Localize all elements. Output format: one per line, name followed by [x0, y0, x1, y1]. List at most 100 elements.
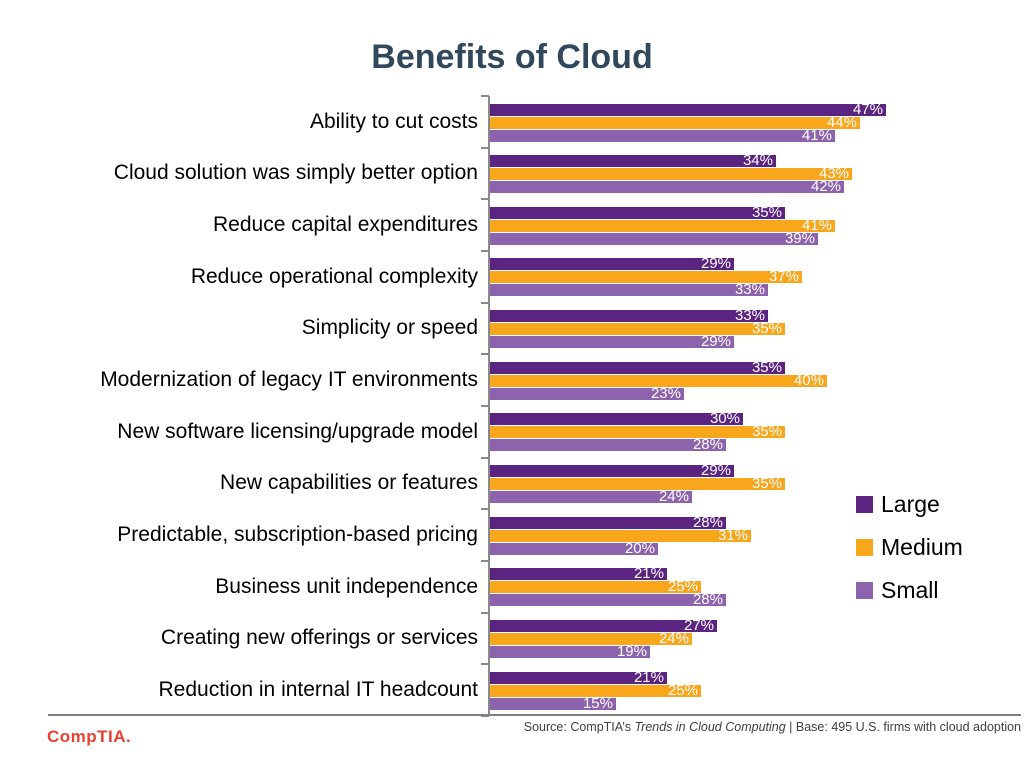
bar-value-label: 40% [793, 371, 824, 389]
bar-large: 27% [490, 617, 717, 635]
axis-tick [481, 353, 489, 356]
bar-value-label: 35% [751, 358, 782, 376]
category-label: Predictable, subscription-based pricing [117, 523, 478, 547]
bar-value-label: 35% [751, 423, 782, 441]
legend-item-large: Large [856, 490, 940, 517]
bar-medium: 25% [490, 681, 701, 699]
axis-tick [481, 456, 489, 459]
bar-large: 30% [490, 411, 743, 426]
bar-value-label: 37% [768, 268, 799, 286]
bar-large: 28% [490, 513, 726, 531]
axis-tick [481, 249, 489, 252]
bar-small: 39% [490, 231, 818, 246]
bar-medium: 41% [490, 216, 835, 234]
category-label: Business unit independence [215, 574, 478, 598]
bar-value-label: 23% [650, 384, 681, 402]
bar-value-label: 33% [734, 307, 765, 325]
legend-label: Large [881, 490, 940, 517]
bar-value-label: 43% [818, 165, 849, 183]
bar-value-label: 20% [624, 539, 655, 557]
category-label: Ability to cut costs [309, 109, 478, 133]
legend-label: Small [881, 576, 939, 603]
bar-value-label: 24% [658, 630, 689, 648]
source-note-publication: Trends in Cloud Computing [634, 720, 786, 734]
bar-value-label: 25% [667, 578, 698, 596]
bar-small: 42% [490, 178, 844, 196]
bar-large: 33% [490, 307, 768, 325]
bar-value-label: 29% [700, 462, 731, 480]
bar-value-label: 21% [633, 668, 664, 686]
bar-value-label: 25% [667, 681, 698, 699]
bar-medium: 44% [490, 113, 860, 131]
bar-small: 28% [490, 436, 726, 454]
y-axis-line [488, 96, 490, 716]
category-label: Cloud solution was simply better option [113, 161, 478, 185]
bar-value-label: 31% [717, 526, 748, 544]
bar-large: 21% [490, 566, 667, 581]
bar-small: 29% [490, 333, 734, 351]
bar-small: 41% [490, 126, 835, 144]
bar-value-label: 35% [751, 475, 782, 493]
legend-item-small: Small [856, 576, 939, 603]
category-label: New capabilities or features [220, 471, 478, 495]
axis-tick [481, 198, 489, 201]
category-label: Creating new offerings or services [160, 626, 478, 650]
bar-medium: 35% [490, 475, 785, 493]
category-label: Reduce capital expenditures [212, 213, 478, 237]
category-label: Simplicity or speed [301, 316, 478, 340]
bar-small: 33% [490, 282, 768, 297]
bar-medium: 37% [490, 268, 802, 286]
category-label: Modernization of legacy IT environments [100, 368, 478, 392]
axis-tick [481, 95, 489, 97]
bar-value-label: 41% [801, 216, 832, 234]
source-note: Source: CompTIA’s Trends in Cloud Comput… [524, 720, 1021, 734]
legend-swatch-icon [856, 581, 873, 599]
category-label: Reduce operational complexity [190, 264, 478, 288]
axis-tick [481, 146, 489, 149]
bar-large: 21% [490, 668, 667, 686]
legend-item-medium: Medium [856, 533, 963, 560]
bar-value-label: 28% [692, 591, 723, 609]
bar-value-label: 24% [658, 488, 689, 506]
bar-medium: 24% [490, 630, 692, 648]
legend-swatch-icon [856, 538, 873, 556]
axis-tick [481, 508, 489, 511]
axis-tick [481, 301, 489, 304]
comptia-logo: CompTIA. [47, 727, 132, 746]
bar-value-label: 44% [826, 113, 857, 131]
source-note-base: | Base: 495 U.S. firms with cloud adopti… [785, 720, 1021, 734]
source-note-prefix: Source: CompTIA’s [523, 720, 635, 734]
bar-value-label: 27% [683, 617, 714, 635]
bar-large: 29% [490, 255, 734, 273]
footer-divider [48, 714, 1021, 716]
category-label: Reduction in internal IT headcount [158, 678, 479, 702]
bar-medium: 35% [490, 321, 785, 336]
bar-large: 29% [490, 462, 734, 480]
bar-large: 35% [490, 358, 785, 376]
bar-medium: 31% [490, 526, 751, 544]
axis-tick [481, 404, 489, 407]
bar-value-label: 28% [692, 436, 723, 454]
bar-value-label: 47% [852, 100, 883, 118]
bar-large: 35% [490, 203, 785, 221]
bar-medium: 25% [490, 578, 701, 596]
axis-tick [481, 559, 489, 562]
bar-value-label: 19% [616, 643, 647, 661]
bar-value-label: 41% [801, 126, 832, 144]
legend-label: Medium [881, 533, 963, 560]
bar-value-label: 42% [810, 178, 841, 196]
bar-value-label: 28% [692, 513, 723, 531]
bar-value-label: 29% [700, 255, 731, 273]
bar-medium: 35% [490, 423, 785, 441]
bar-value-label: 29% [700, 333, 731, 351]
bar-medium: 40% [490, 371, 827, 389]
bar-small: 24% [490, 488, 692, 506]
bar-small: 15% [490, 696, 616, 711]
chart-title: Benefits of Cloud [371, 38, 653, 76]
bar-small: 23% [490, 384, 684, 402]
axis-tick [481, 663, 489, 666]
legend-swatch-icon [856, 495, 873, 513]
bar-value-label: 35% [751, 203, 782, 221]
bar-medium: 43% [490, 165, 852, 183]
